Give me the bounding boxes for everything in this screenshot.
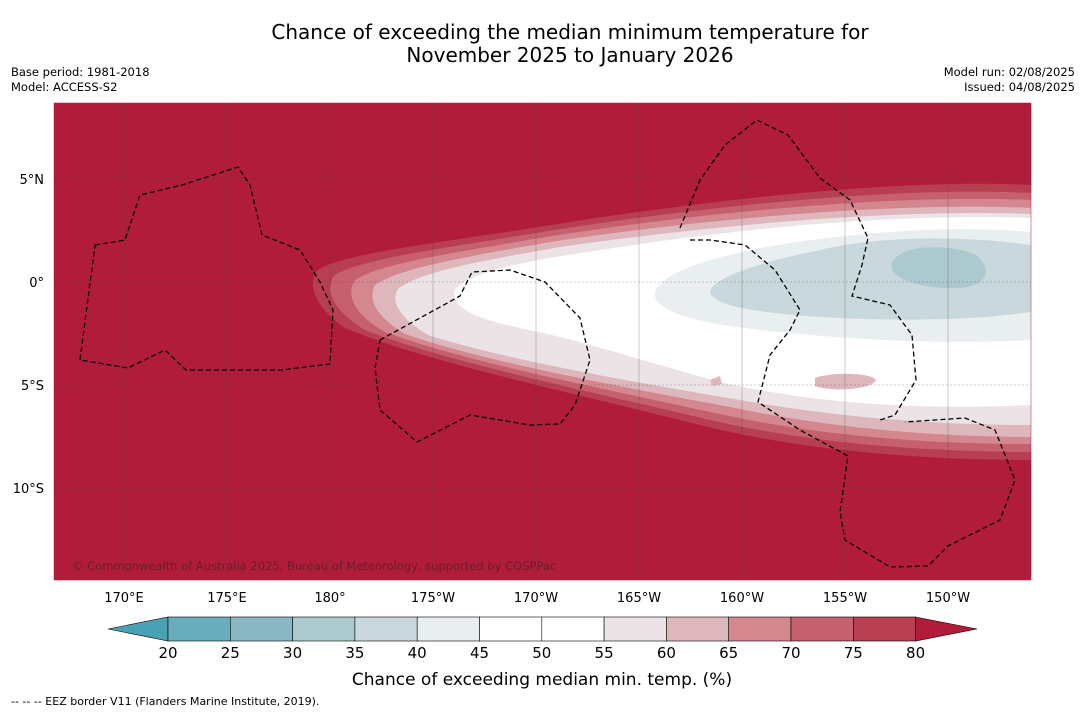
map-frame [53, 102, 1032, 581]
pink-patch-a [815, 373, 876, 390]
lon-label-170e: 170°E [104, 591, 144, 606]
colorbar-segment [479, 616, 543, 642]
graticule [54, 103, 1031, 580]
colorbar-segment [292, 616, 356, 642]
colorbar-tick-label: 65 [719, 644, 738, 662]
colorbar-extend-high [915, 616, 978, 642]
meta-left: Base period: 1981-2018 Model: ACCESS-S2 [11, 65, 150, 95]
colorbar-tick-label: 75 [844, 644, 863, 662]
colorbar-tick-label: 80 [906, 644, 925, 662]
lon-label-170w: 170°W [514, 591, 558, 606]
colorbar-tick-label: 45 [470, 644, 489, 662]
colorbar-segment [790, 616, 854, 642]
colorbar-tick-label: 60 [657, 644, 676, 662]
colorbar-label: Chance of exceeding median min. temp. (%… [352, 670, 732, 690]
model-name: Model: ACCESS-S2 [11, 80, 118, 94]
colorbar-segment [354, 616, 418, 642]
colorbar-tick-label: 20 [158, 644, 177, 662]
colorbar-segment [603, 616, 667, 642]
lon-label-160w: 160°W [720, 591, 764, 606]
lon-label-150w: 150°W [926, 591, 970, 606]
lon-label-175e: 175°E [207, 591, 247, 606]
colorbar-segment [167, 616, 231, 642]
eez-borders [79, 119, 1016, 568]
lat-label-5s: 5°S [21, 379, 44, 394]
lat-label-10s: 10°S [13, 482, 44, 497]
lon-labels: 170°E 175°E 180° 175°W 170°W 165°W 160°W… [104, 591, 970, 606]
colorbar-tick-label: 35 [345, 644, 364, 662]
copyright-text: © Commonwealth of Australia 2025, Bureau… [72, 559, 556, 573]
colorbar-segment [852, 616, 916, 642]
colorbar [107, 616, 978, 642]
colorbar-segment [541, 616, 605, 642]
lon-label-175w: 175°W [411, 591, 455, 606]
base-period: Base period: 1981-2018 [11, 65, 150, 79]
colorbar-ticks: 20 25 30 35 40 45 50 55 60 65 70 75 80 [158, 644, 925, 662]
lat-labels: 5°N 0° 5°S 10°S [13, 173, 44, 497]
colorbar-tick-label: 30 [283, 644, 302, 662]
title-line-2: November 2025 to January 2026 [406, 43, 734, 67]
colorbar-tick-label: 40 [408, 644, 427, 662]
band-30 [891, 247, 986, 289]
title-line-1: Chance of exceeding the median minimum t… [271, 20, 869, 44]
eez-tuvalu-kiribati-west [79, 166, 334, 371]
colorbar-tick-label: 50 [532, 644, 551, 662]
colorbar-tick-label: 55 [595, 644, 614, 662]
map-title: Chance of exceeding the median minimum t… [0, 21, 1085, 67]
colorbar-segment [416, 616, 480, 642]
eez-kiribati-phoenix [690, 239, 1016, 568]
meta-right: Model run: 02/08/2025 Issued: 04/08/2025 [944, 65, 1075, 95]
map-area: © Commonwealth of Australia 2025, Bureau… [54, 103, 1031, 580]
colorbar-extend-low [107, 616, 169, 642]
colorbar-tick-label: 70 [781, 644, 800, 662]
pink-patch-b [710, 376, 722, 386]
lon-label-165w: 165°W [617, 591, 661, 606]
model-run: Model run: 02/08/2025 [943, 65, 1075, 79]
colorbar-segment [230, 616, 293, 642]
lat-label-0: 0° [29, 276, 44, 291]
lon-label-180: 180° [314, 591, 345, 606]
colorbar-segment [666, 616, 730, 642]
footer-note: -- -- -- EEZ border V11 (Flanders Marine… [11, 695, 320, 708]
eez-kiribati-line [679, 119, 917, 421]
issued-date: Issued: 04/08/2025 [964, 80, 1075, 94]
lat-label-5n: 5°N [20, 173, 45, 188]
eez-tokelau [374, 269, 591, 443]
lon-label-155w: 155°W [823, 591, 867, 606]
colorbar-segment [728, 616, 792, 642]
colorbar-tick-label: 25 [221, 644, 240, 662]
